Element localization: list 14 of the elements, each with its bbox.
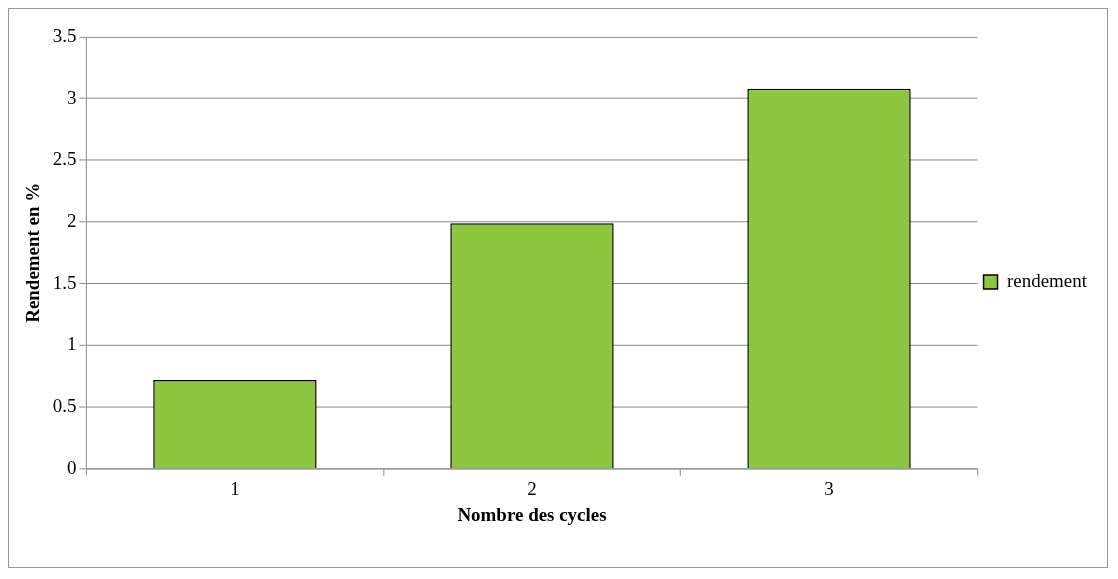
x-axis-title: Nombre des cycles bbox=[457, 503, 607, 525]
y-tick-label: 0.5 bbox=[52, 395, 77, 417]
x-tick-label: 2 bbox=[527, 478, 537, 500]
x-tick-label: 1 bbox=[230, 478, 240, 500]
y-axis-title: Rendement en % bbox=[22, 182, 44, 323]
x-tick-label: 3 bbox=[824, 478, 834, 500]
y-tick-label: 2.5 bbox=[52, 148, 77, 170]
y-tick-label: 3 bbox=[66, 86, 77, 108]
legend-label: rendement bbox=[1007, 270, 1088, 291]
y-tick-label: 1.5 bbox=[52, 271, 77, 293]
y-tick-label: 3.5 bbox=[52, 24, 77, 46]
y-tick-label: 2 bbox=[66, 209, 77, 231]
y-tick-label: 0 bbox=[66, 456, 77, 478]
y-tick-label: 1 bbox=[66, 333, 77, 355]
